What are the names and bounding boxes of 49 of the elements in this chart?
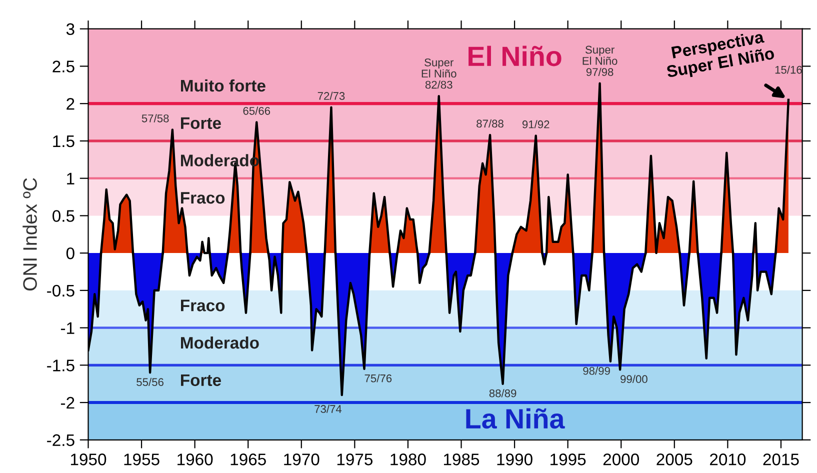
y-tick-label: 3 — [66, 23, 74, 36]
x-tick-label: 1970 — [284, 454, 320, 466]
annotation: 72/73 — [318, 92, 345, 100]
annotation: La Niña — [466, 408, 565, 429]
x-tick-label: 1960 — [178, 454, 213, 466]
band-label: Moderado — [181, 336, 259, 349]
band-label: Forte — [181, 374, 221, 386]
annotation: El Niño — [468, 46, 562, 66]
y-tick-label: -0.5 — [47, 284, 74, 297]
y-tick-label: 2 — [66, 98, 74, 110]
annotation: 75/76 — [364, 374, 392, 382]
y-tick-label: -2 — [60, 396, 74, 409]
x-tick-label: 1980 — [390, 454, 426, 466]
x-tick-label: 1955 — [124, 454, 160, 466]
y-axis-title: ONI Index ºC — [22, 178, 37, 290]
y-tick-label: 0.5 — [52, 210, 74, 222]
x-tick-label: 1985 — [444, 454, 480, 466]
x-tick-label: 1995 — [550, 454, 586, 466]
y-tick-label: -1.5 — [47, 360, 74, 372]
annotation: 87/88 — [476, 119, 504, 128]
annotation: 73/74 — [314, 404, 342, 413]
x-tick-label: 2000 — [603, 454, 640, 466]
annotation: 57/58 — [142, 114, 169, 122]
x-tick-label: 2005 — [656, 454, 692, 466]
x-tick-label: 2010 — [710, 454, 746, 466]
band-label: Fraco — [181, 300, 225, 312]
annotation: Super El Niño 82/83 — [422, 58, 456, 89]
x-tick-label: 1965 — [230, 454, 266, 466]
annotation: 98/99 — [583, 366, 610, 375]
annotation: Perspectiva Super El Niño — [666, 30, 776, 81]
x-tick-label: 1975 — [337, 454, 373, 466]
x-tick-label: 1950 — [70, 454, 106, 466]
band-label: Muito forte — [181, 79, 266, 92]
y-tick-label: 2.5 — [52, 60, 74, 72]
x-tick-label: 2015 — [763, 454, 799, 466]
y-tick-label: 1.5 — [53, 136, 74, 148]
x-tick-label: 1990 — [497, 454, 532, 466]
annotation: 55/56 — [136, 378, 164, 386]
annotation: Super El Niño 97/98 — [582, 46, 618, 76]
y-tick-label: 0 — [66, 247, 74, 260]
annotation: 65/66 — [243, 106, 270, 115]
annotation: 91/92 — [522, 120, 550, 128]
y-tick-label: -1 — [60, 322, 74, 334]
y-tick-label: 1 — [67, 172, 74, 184]
annotation: 99/00 — [620, 374, 648, 384]
band-label: Fraco — [181, 192, 225, 204]
y-tick-label: -2.5 — [47, 434, 74, 446]
band-label: Forte — [181, 117, 221, 129]
annotation: 88/89 — [489, 389, 516, 398]
